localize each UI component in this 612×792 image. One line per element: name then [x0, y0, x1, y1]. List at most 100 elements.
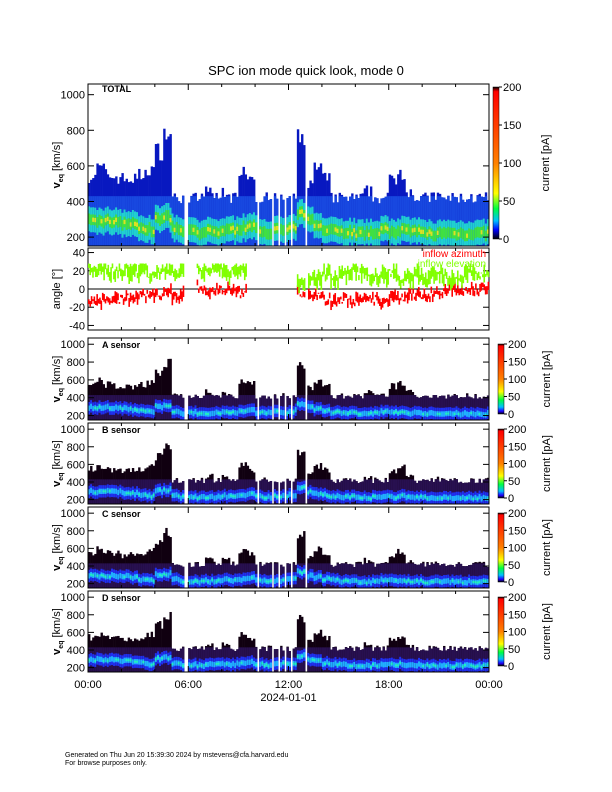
spectrogram-cell [388, 410, 392, 416]
angle-point [475, 283, 477, 290]
angle-point [182, 285, 185, 298]
spectrogram-cell [457, 412, 461, 416]
spectrogram-cell [232, 578, 235, 584]
spectrogram-cell [344, 410, 348, 416]
spectrogram-cell [405, 495, 408, 501]
angle-point [486, 286, 488, 295]
spectrogram-cell [292, 411, 296, 414]
spectrogram-cell [255, 222, 258, 234]
spectrogram-cell [378, 663, 381, 669]
spectrogram-cell [227, 578, 231, 581]
y-tick-label: 800 [67, 125, 85, 137]
spectrogram-cell [466, 233, 469, 238]
angle-point [461, 275, 463, 288]
y-label-sub: eq [58, 174, 65, 182]
spectrogram-cell [234, 578, 237, 581]
spectrogram-cell [386, 408, 390, 414]
spectrogram-cell [136, 575, 139, 578]
angle-point [172, 271, 175, 278]
spectrogram-cell [334, 411, 337, 414]
spectrogram-cell [380, 408, 383, 414]
spectrogram-cell [324, 225, 327, 237]
spectrogram-cell [451, 666, 454, 669]
spectrogram-cell [144, 493, 147, 496]
spectrogram-cell [142, 409, 145, 412]
spectrogram-cell [92, 574, 95, 577]
spectrogram-cell [424, 663, 427, 669]
angle-point [402, 299, 405, 302]
angle-point [206, 268, 208, 273]
angle-point [111, 263, 114, 269]
spectrogram-cell [378, 410, 381, 417]
spectrogram-cell [478, 662, 481, 668]
spectrogram-cell [94, 217, 97, 223]
angle-point [224, 265, 227, 278]
spectrogram-cell [202, 579, 206, 583]
spectrogram-cell [88, 659, 91, 662]
angle-point [344, 267, 346, 275]
spectrogram-cell [319, 407, 323, 410]
spectrogram-cell [336, 664, 339, 667]
spectrogram-cell [150, 578, 154, 581]
spectrogram-cell [482, 396, 486, 420]
spectrogram-cell [202, 410, 206, 417]
angle-point [159, 271, 161, 280]
angle-point [476, 273, 479, 281]
spectrogram-cell [424, 581, 427, 584]
spectrogram-cell [301, 401, 304, 407]
spectrogram-cell [480, 665, 484, 669]
spectrogram-cell [303, 652, 306, 658]
spectrogram-cell [474, 227, 477, 239]
spectrogram-cell [340, 494, 344, 501]
angle-point [459, 289, 462, 295]
angle-point [316, 294, 318, 301]
spectrogram-cell [219, 412, 222, 415]
spectrogram-cell [401, 410, 404, 413]
angle-point [126, 264, 129, 278]
spectrogram-cell [159, 403, 162, 409]
spectrogram-cell [223, 576, 227, 582]
spectrogram-cell [397, 412, 400, 415]
spectrogram-cell [223, 492, 227, 498]
spectrogram-cell [177, 224, 181, 236]
spectrogram-cell [357, 665, 360, 668]
spectrogram-cell [376, 578, 379, 584]
angle-point [154, 271, 157, 277]
angle-point [228, 271, 231, 285]
spectrogram-cell [428, 580, 431, 586]
spectrogram-cell [159, 488, 162, 491]
colorbar-label: current [pA] [540, 135, 552, 192]
spectrogram-cell [409, 395, 413, 420]
spectrogram-cell [342, 479, 346, 504]
spectrogram-cell [413, 409, 417, 415]
spectrogram-cell [104, 404, 108, 410]
spectrogram-cell [384, 410, 387, 413]
spectrogram-cell [273, 408, 277, 414]
angle-point [366, 295, 369, 301]
spectrogram-cell [466, 411, 469, 417]
spectrogram-cell [321, 661, 325, 667]
angle-point [426, 295, 428, 303]
angle-point [452, 273, 455, 286]
spectrogram-cell [242, 492, 245, 498]
spectrogram-cell [468, 494, 471, 500]
spectrogram-cell [123, 404, 126, 411]
angle-point [242, 263, 245, 273]
angle-point [121, 294, 124, 299]
spectrogram-cell [127, 659, 131, 662]
angle-point [216, 282, 218, 290]
angle-point [466, 266, 469, 283]
spectrogram-cell [303, 145, 306, 246]
spectrogram-cell [163, 448, 166, 504]
spectrogram-cell [353, 411, 356, 414]
angle-point [469, 288, 472, 295]
spectrogram-cell [261, 578, 264, 584]
spectrogram-cell [269, 495, 273, 501]
angle-point [172, 291, 175, 300]
spectrogram-cell [367, 578, 371, 584]
spectrogram-cell [486, 479, 490, 504]
angle-point [436, 271, 438, 281]
spectrogram-cell [209, 411, 212, 417]
spectrogram-cell [227, 223, 231, 235]
spectrogram-cell [428, 495, 431, 502]
